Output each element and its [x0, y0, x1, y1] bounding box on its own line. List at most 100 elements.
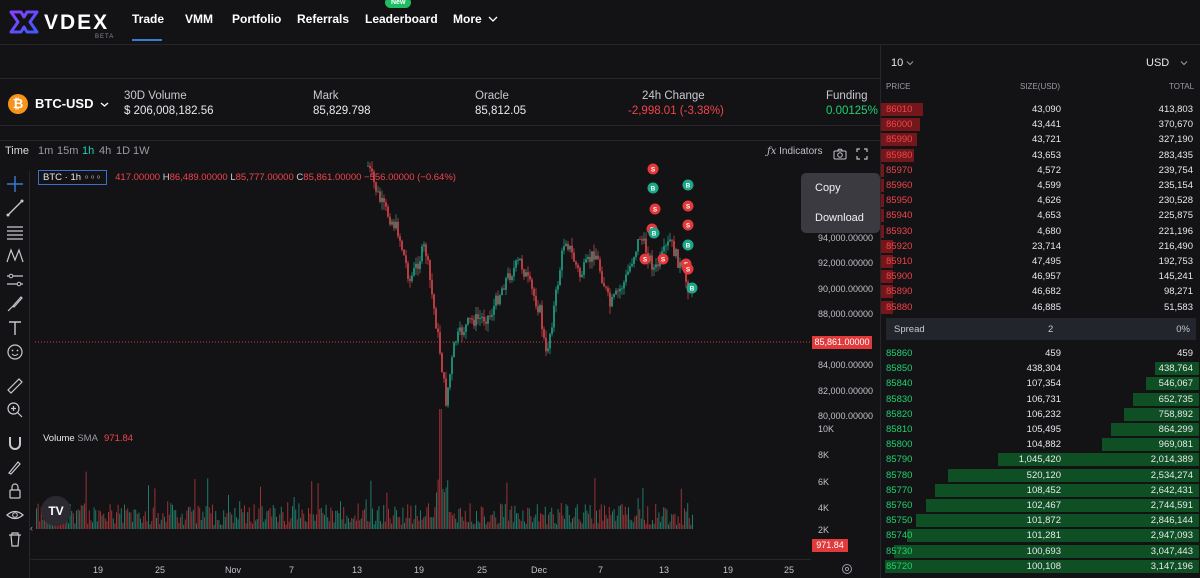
tf-15m[interactable]: 15m: [57, 145, 79, 157]
menu-download[interactable]: Download: [815, 212, 864, 224]
volume-bar: [309, 513, 311, 529]
tf-1w[interactable]: 1W: [133, 145, 150, 157]
pair-selector[interactable]: BTC-USD: [35, 96, 109, 111]
volume-bar: [466, 521, 468, 529]
ask-row[interactable]: 85990 43,721 327,190: [881, 132, 1199, 147]
ask-row[interactable]: 85890 46,682 98,271: [881, 284, 1199, 299]
currency-select[interactable]: USD: [1146, 57, 1188, 69]
ask-row[interactable]: 85960 4,599 235,154: [881, 178, 1199, 193]
volume-bar: [469, 503, 471, 529]
bid-row[interactable]: 85780 520,120 2,534,274: [881, 468, 1199, 483]
symbol-tag[interactable]: BTC · 1h ∘∘∘: [38, 170, 107, 185]
crosshair-tool[interactable]: [5, 174, 25, 194]
bid-row[interactable]: 85840 107,354 546,067: [881, 376, 1199, 391]
ruler-tool[interactable]: [5, 376, 25, 396]
fullscreen-icon[interactable]: [856, 148, 868, 160]
volume-bar: [488, 521, 490, 529]
nav-vmm[interactable]: VMM: [185, 12, 213, 26]
bid-row[interactable]: 85820 106,232 758,892: [881, 407, 1199, 422]
collapse-arrow-icon[interactable]: ‹: [30, 523, 33, 533]
camera-icon[interactable]: [833, 148, 847, 160]
indicators-button[interactable]: ƒx Indicators: [767, 146, 822, 157]
bid-row[interactable]: 85740 101,281 2,947,093: [881, 528, 1199, 543]
text-tool[interactable]: [5, 318, 25, 338]
tf-1m[interactable]: 1m: [38, 145, 54, 157]
candle-body: [443, 372, 445, 379]
nav-referrals[interactable]: Referrals: [297, 12, 350, 26]
ask-size: 47,495: [1031, 256, 1061, 267]
volume-bar: [637, 498, 639, 529]
projection-tool[interactable]: [5, 270, 25, 290]
candle-body: [501, 288, 503, 296]
ask-row[interactable]: 85950 4,626 230,528: [881, 193, 1199, 208]
volume-bar: [292, 506, 293, 529]
candle-body: [417, 263, 419, 269]
bid-row[interactable]: 85750 101,872 2,846,144: [881, 513, 1199, 528]
ask-row[interactable]: 85980 43,653 283,435: [881, 148, 1199, 163]
lock-drawing-tool[interactable]: [5, 457, 25, 477]
volume-bar: [434, 507, 436, 529]
ask-row[interactable]: 86000 43,441 370,670: [881, 117, 1199, 132]
nav-leaderboard[interactable]: Leaderboard: [365, 12, 438, 26]
volume-bar: [229, 512, 231, 529]
bid-row[interactable]: 85790 1,045,420 2,014,389: [881, 452, 1199, 467]
delete-tool[interactable]: [5, 529, 25, 549]
tradingview-logo-icon[interactable]: TV: [41, 496, 71, 526]
bid-row[interactable]: 85830 106,731 652,735: [881, 392, 1199, 407]
tf-4h[interactable]: 4h: [99, 145, 112, 157]
candle-body: [369, 165, 371, 169]
ask-row[interactable]: 86010 43,090 413,803: [881, 102, 1199, 117]
emoji-tool[interactable]: [5, 342, 25, 362]
candle-body: [639, 238, 641, 240]
zoom-tool[interactable]: [5, 400, 25, 420]
volume-bar: [76, 510, 77, 529]
volume-bar: [468, 522, 469, 529]
trendline-tool[interactable]: [5, 198, 25, 218]
ask-total: 145,241: [1158, 271, 1193, 283]
candle-body: [645, 238, 647, 253]
menu-copy[interactable]: Copy: [815, 182, 841, 194]
depth-select[interactable]: 10: [891, 57, 914, 69]
visibility-tool[interactable]: [5, 505, 25, 525]
ask-total: 235,154: [1158, 180, 1193, 191]
volume-bar: [74, 523, 76, 529]
bid-row[interactable]: 85860 459 459: [881, 346, 1199, 361]
candle-body: [447, 387, 449, 406]
ask-row[interactable]: 85900 46,957 145,241: [881, 269, 1199, 284]
bid-row[interactable]: 85800 104,882 969,081: [881, 437, 1199, 452]
nav-trade[interactable]: Trade: [132, 12, 165, 26]
candle-body: [573, 252, 575, 262]
vdex-logo[interactable]: VDEX BETA: [8, 6, 128, 40]
volume-bar: [296, 519, 298, 529]
tf-1d[interactable]: 1D: [116, 145, 131, 157]
brush-tool[interactable]: [5, 294, 25, 314]
ask-row[interactable]: 85940 4,653 225,875: [881, 208, 1199, 223]
fib-tool[interactable]: [5, 222, 25, 242]
volume-bar: [389, 518, 391, 529]
ask-row[interactable]: 85880 46,885 51,583: [881, 300, 1199, 315]
settings-icon[interactable]: [841, 563, 853, 575]
bid-row[interactable]: 85770 108,452 2,642,431: [881, 483, 1199, 498]
lock-tool[interactable]: [5, 481, 25, 501]
ask-row[interactable]: 85920 23,714 216,490: [881, 239, 1199, 254]
tf-1h[interactable]: 1h: [82, 145, 95, 157]
ask-row[interactable]: 85910 47,495 192,753: [881, 254, 1199, 269]
volume-bar: [565, 504, 567, 529]
ask-row[interactable]: 85930 4,680 221,196: [881, 224, 1199, 239]
bid-row[interactable]: 85760 102,467 2,744,591: [881, 498, 1199, 513]
nav-more[interactable]: More: [453, 12, 498, 26]
pencil-lock-icon: [8, 461, 21, 475]
ask-row[interactable]: 85970 4,572 239,754: [881, 163, 1199, 178]
magnet-icon: [9, 437, 21, 450]
candle-body: [547, 348, 549, 352]
magnet-tool[interactable]: [5, 433, 25, 453]
bid-row[interactable]: 85720 100,108 3,147,196: [881, 559, 1199, 574]
nav-portfolio[interactable]: Portfolio: [232, 12, 282, 26]
bid-row[interactable]: 85810 105,495 864,299: [881, 422, 1199, 437]
bid-row[interactable]: 85850 438,304 438,764: [881, 361, 1199, 376]
volume-bar: [226, 513, 228, 529]
pattern-tool[interactable]: [5, 246, 25, 266]
volume-bar: [578, 519, 580, 529]
bid-row[interactable]: 85730 100,693 3,047,443: [881, 544, 1199, 559]
